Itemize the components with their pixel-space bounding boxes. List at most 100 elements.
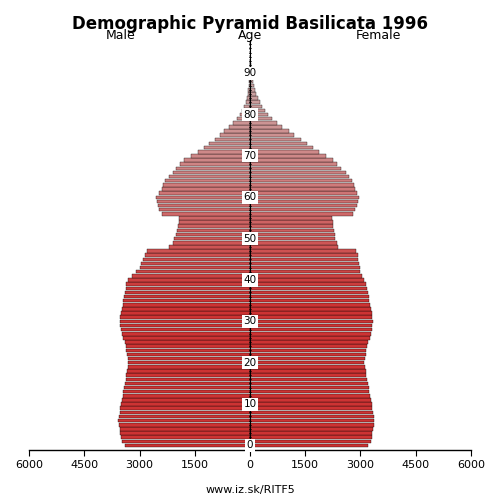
Bar xyxy=(124,386,250,390)
Bar xyxy=(128,365,250,368)
Bar xyxy=(127,369,250,373)
Bar xyxy=(172,170,250,174)
Bar xyxy=(125,444,250,447)
Bar xyxy=(123,336,250,340)
Bar xyxy=(125,340,250,344)
Bar xyxy=(120,316,250,319)
Bar xyxy=(250,196,358,199)
Bar xyxy=(125,382,250,385)
Bar xyxy=(174,237,250,240)
Bar xyxy=(162,188,250,191)
Bar xyxy=(242,108,250,112)
Bar xyxy=(250,390,370,394)
Bar xyxy=(250,320,373,323)
Bar xyxy=(191,154,250,158)
Bar xyxy=(250,410,373,414)
Bar xyxy=(176,166,250,170)
Bar xyxy=(128,278,250,282)
Bar xyxy=(224,130,250,133)
Text: 40: 40 xyxy=(244,275,256,285)
Bar xyxy=(184,158,250,162)
Bar xyxy=(169,175,250,178)
Text: Age: Age xyxy=(238,29,262,42)
Bar xyxy=(128,361,250,364)
Bar xyxy=(248,88,250,92)
Bar xyxy=(250,344,367,348)
Bar xyxy=(250,138,301,141)
Bar xyxy=(164,183,250,186)
Bar xyxy=(118,419,250,422)
Bar xyxy=(250,200,358,203)
Bar xyxy=(156,196,250,199)
Bar xyxy=(250,324,372,328)
Bar xyxy=(122,307,250,310)
Bar xyxy=(250,378,367,381)
Bar xyxy=(250,332,371,336)
Bar xyxy=(119,423,250,426)
Bar xyxy=(250,270,360,274)
Bar xyxy=(250,382,368,385)
Text: 20: 20 xyxy=(244,358,256,368)
Text: 10: 10 xyxy=(244,399,256,409)
Bar xyxy=(250,386,368,390)
Bar xyxy=(250,303,370,306)
Bar xyxy=(250,162,337,166)
Bar xyxy=(128,357,250,360)
Bar xyxy=(250,299,370,302)
Text: 70: 70 xyxy=(244,151,256,161)
Bar xyxy=(249,84,250,87)
Bar xyxy=(126,286,250,290)
Bar xyxy=(250,316,372,319)
Bar xyxy=(250,432,372,435)
Bar xyxy=(250,369,366,373)
Bar xyxy=(178,220,250,224)
Bar xyxy=(120,406,250,410)
Bar xyxy=(250,237,336,240)
Bar xyxy=(126,348,250,352)
Bar xyxy=(250,88,255,92)
Bar xyxy=(121,402,250,406)
Bar xyxy=(120,427,250,430)
Bar xyxy=(121,312,250,315)
Bar xyxy=(250,96,258,100)
Text: 0: 0 xyxy=(246,440,253,450)
Bar xyxy=(122,303,250,306)
Bar xyxy=(250,278,364,282)
Text: 50: 50 xyxy=(244,234,256,243)
Bar xyxy=(250,121,278,124)
Bar xyxy=(250,427,373,430)
Bar xyxy=(250,419,374,422)
Bar xyxy=(250,170,346,174)
Bar xyxy=(250,125,282,128)
Bar xyxy=(126,378,250,381)
Bar xyxy=(180,162,250,166)
Bar xyxy=(122,398,250,402)
Bar xyxy=(250,146,314,150)
Bar xyxy=(120,324,250,328)
Bar xyxy=(250,192,357,195)
Text: www.iz.sk/RITF5: www.iz.sk/RITF5 xyxy=(205,485,295,495)
Bar xyxy=(176,232,250,236)
Bar xyxy=(250,224,333,228)
Bar xyxy=(250,76,252,79)
Bar xyxy=(250,398,371,402)
Bar xyxy=(250,158,332,162)
Bar xyxy=(180,216,250,220)
Bar xyxy=(210,142,250,146)
Bar xyxy=(122,332,250,336)
Bar xyxy=(246,100,250,104)
Bar xyxy=(147,250,250,253)
Bar xyxy=(250,142,307,146)
Bar xyxy=(124,295,250,298)
Bar xyxy=(250,208,355,212)
Bar xyxy=(178,224,250,228)
Bar xyxy=(250,402,372,406)
Bar xyxy=(250,100,260,104)
Bar xyxy=(250,436,372,439)
Bar xyxy=(250,312,372,315)
Bar xyxy=(214,138,250,141)
Bar xyxy=(220,134,250,137)
Bar xyxy=(250,307,371,310)
Bar xyxy=(143,258,250,261)
Bar xyxy=(250,166,342,170)
